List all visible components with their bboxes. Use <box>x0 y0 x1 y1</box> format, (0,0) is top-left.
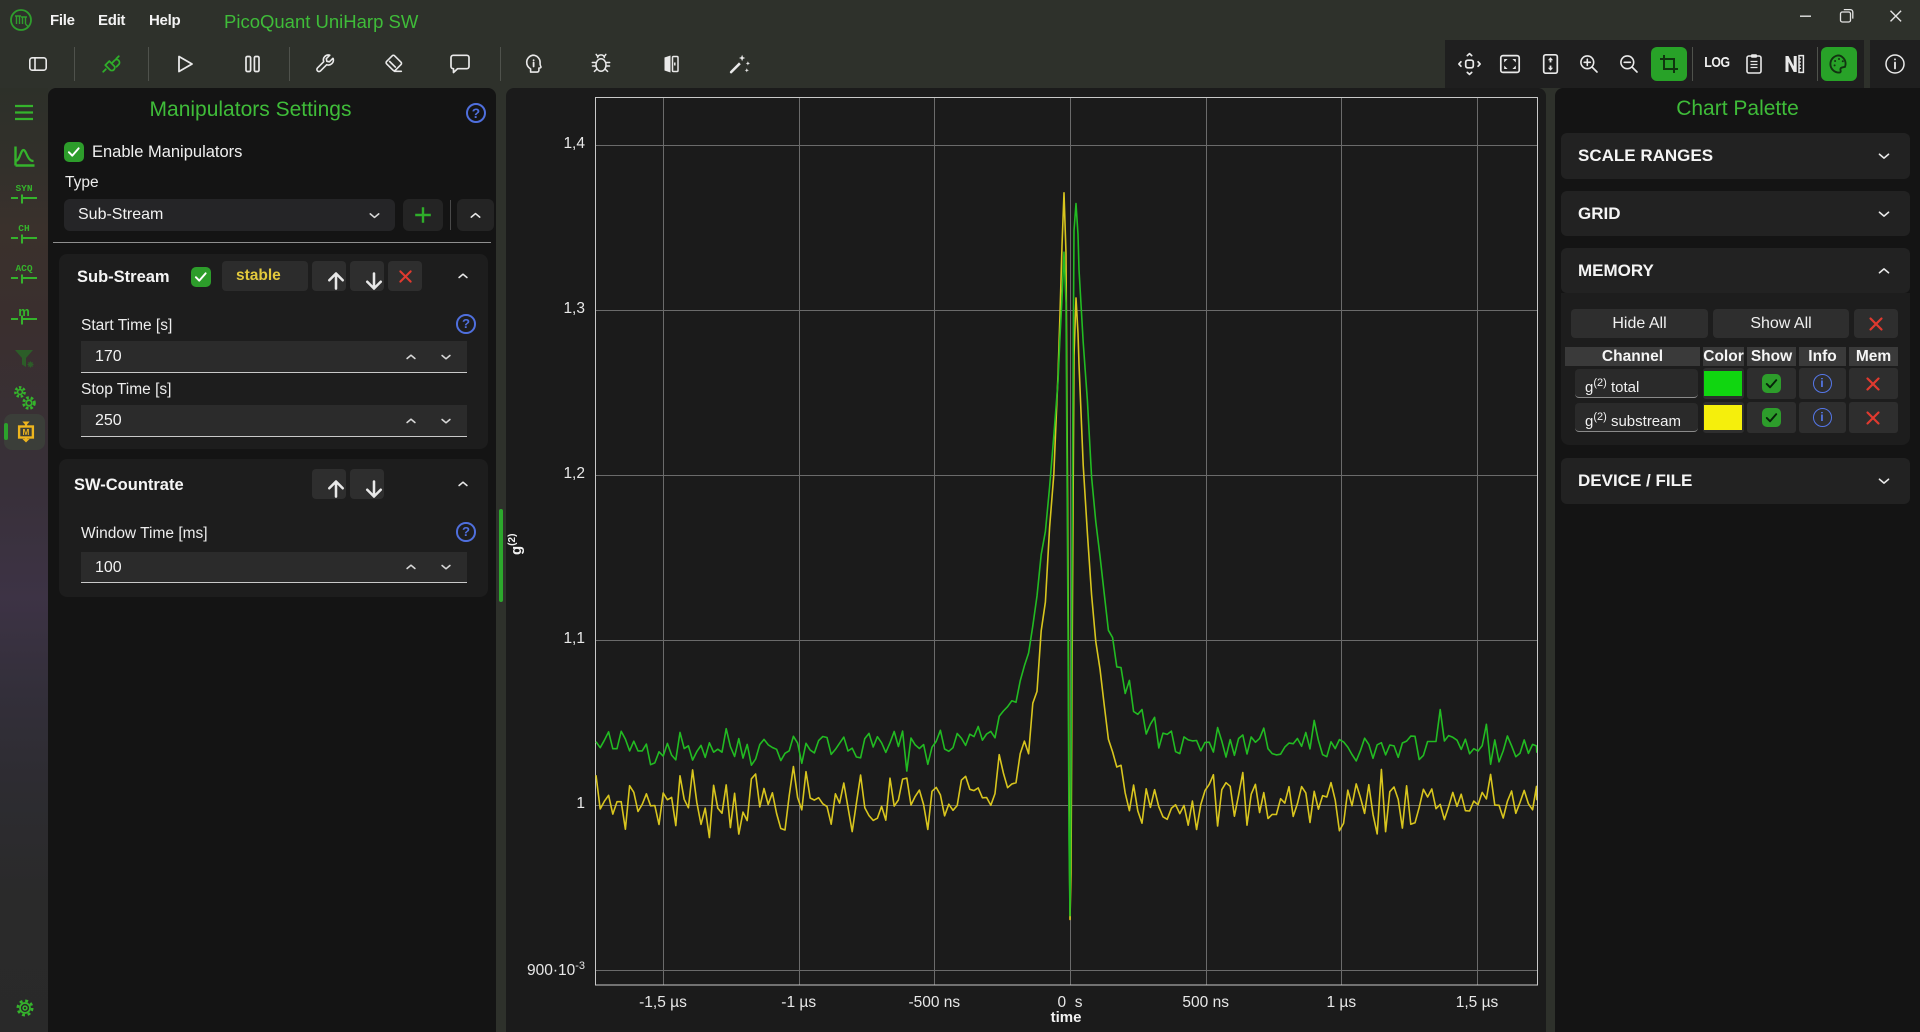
svg-text:M: M <box>23 428 30 437</box>
